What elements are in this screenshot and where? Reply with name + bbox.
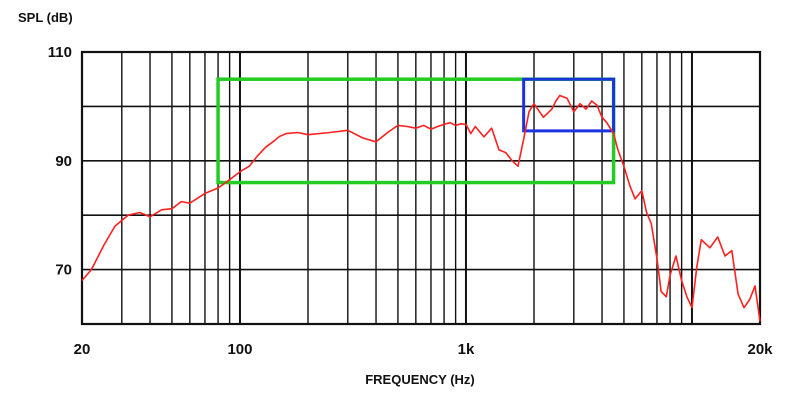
y-tick-label: 110 (48, 44, 72, 61)
curve-layer (81, 94, 761, 322)
y-tick-label: 70 (55, 262, 72, 279)
plot-frame (80, 50, 762, 326)
x-tick-label: 20k (747, 341, 773, 358)
x-axis-label: FREQUENCY (Hz) (365, 372, 475, 387)
x-tick-label: 100 (227, 341, 252, 358)
y-tick-label: 90 (55, 153, 72, 170)
tick-labels: 110 90 70 20 100 1k 20k (48, 44, 773, 358)
y-axis-label: SPL (dB) (18, 10, 73, 25)
spl-curve (81, 94, 761, 322)
annotation-boxes (216, 77, 616, 185)
x-tick-label: 20 (74, 341, 91, 358)
grid (80, 50, 762, 326)
x-tick-label: 1k (458, 341, 475, 358)
annotation-box-blue (522, 77, 616, 133)
